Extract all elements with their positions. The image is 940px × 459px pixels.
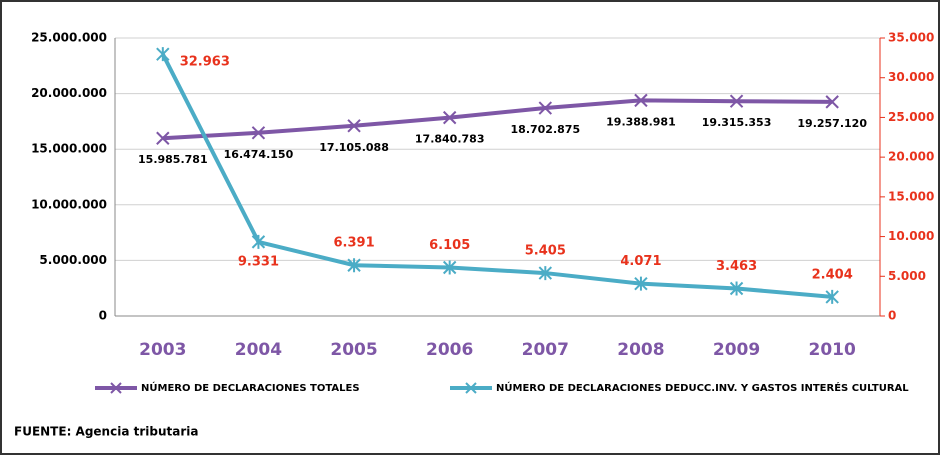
marker [634, 276, 648, 291]
value-label: 15.985.781 [138, 153, 208, 166]
value-label: 19.388.981 [606, 115, 676, 128]
x-tick-label: 2004 [235, 340, 282, 360]
y2-tick-label: 10.000 [888, 229, 934, 243]
value-label: 6.105 [429, 238, 470, 253]
marker [442, 110, 457, 125]
marker [156, 131, 170, 145]
legend-label: NÚMERO DE DECLARACIONES DEDUCC.INV. Y GA… [496, 381, 909, 394]
y2-tick-label: 30.000 [888, 70, 934, 84]
marker [825, 289, 839, 304]
y-tick-label: 15.000.000 [31, 142, 107, 156]
value-label: 2.404 [812, 267, 853, 282]
series-line [161, 53, 833, 299]
legend-label: NÚMERO DE DECLARACIONES TOTALES [141, 381, 360, 394]
x-tick-label: 2010 [809, 340, 856, 360]
marker [538, 101, 553, 115]
marker [442, 260, 457, 275]
y2-tick-label: 35.000 [888, 31, 934, 45]
value-label: 17.840.783 [415, 133, 485, 146]
marker [729, 94, 744, 108]
marker [825, 95, 839, 109]
marker [729, 281, 744, 296]
y2-tick-label: 0 [888, 309, 896, 323]
marker [251, 234, 266, 249]
y-tick-label: 20.000.000 [31, 86, 107, 100]
x-tick-label: 2006 [426, 340, 473, 360]
value-label: 6.391 [334, 236, 375, 251]
series-line [162, 98, 833, 141]
legend-marker [110, 382, 122, 394]
y2-tick-label: 15.000 [888, 189, 934, 203]
value-label: 9.331 [238, 254, 279, 269]
y-tick-label: 25.000.000 [31, 31, 107, 45]
marker [347, 258, 361, 273]
marker [251, 126, 266, 140]
value-label: 32.963 [180, 55, 230, 70]
marker [156, 47, 170, 62]
value-label: 17.105.088 [319, 141, 389, 154]
y-tick-label: 10.000.000 [31, 197, 107, 211]
marker [347, 119, 361, 133]
marker [634, 93, 648, 108]
value-label: 3.463 [716, 259, 757, 274]
y2-tick-label: 20.000 [888, 150, 934, 164]
y-tick-label: 5.000.000 [39, 253, 107, 267]
x-tick-label: 2008 [617, 340, 664, 360]
x-tick-label: 2009 [713, 340, 760, 360]
y2-tick-label: 25.000 [888, 110, 934, 124]
value-label: 19.315.353 [702, 116, 772, 129]
source-note: FUENTE: Agencia tributaria [14, 425, 198, 439]
value-label: 19.257.120 [797, 117, 867, 130]
value-label: 16.474.150 [224, 148, 294, 161]
y-tick-label: 0 [99, 309, 107, 323]
value-label: 4.071 [620, 254, 661, 269]
x-tick-label: 2003 [139, 340, 186, 360]
value-label: 18.702.875 [511, 123, 581, 136]
y2-tick-label: 5.000 [888, 269, 926, 283]
value-label: 5.405 [525, 244, 566, 259]
x-tick-label: 2005 [330, 340, 377, 360]
marker [538, 266, 553, 281]
legend-marker [465, 382, 477, 394]
x-tick-label: 2007 [522, 340, 569, 360]
